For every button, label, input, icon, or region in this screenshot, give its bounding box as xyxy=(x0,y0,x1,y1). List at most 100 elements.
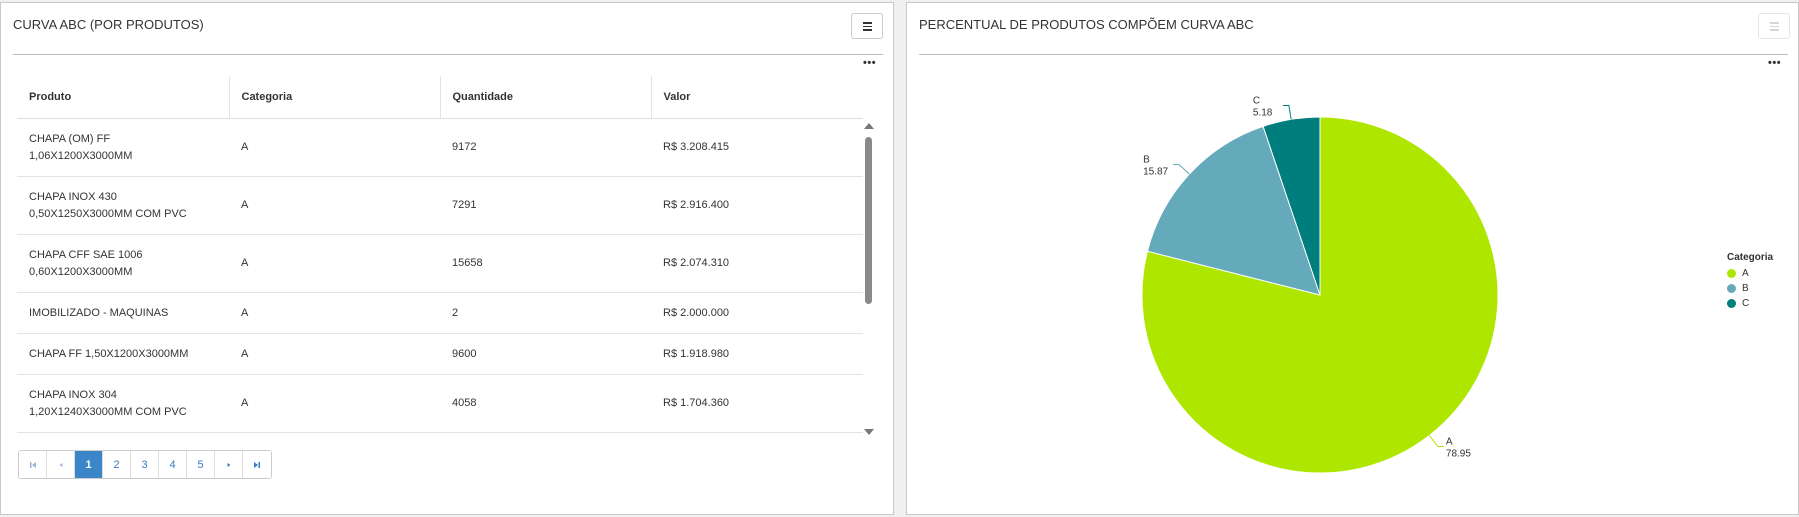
table-row[interactable]: CHAPA CFF SAE 1006 0,60X1200X3000MM A 156… xyxy=(17,234,863,293)
legend-label: C xyxy=(1742,298,1750,309)
cell-categoria: A xyxy=(229,118,440,177)
legend-label: A xyxy=(1742,268,1749,279)
cell-produto: CHAPA FF 1,50X1200X3000MM xyxy=(17,333,229,375)
cell-quantidade: 2 xyxy=(440,292,651,334)
page-button-5[interactable]: 5 xyxy=(187,451,215,478)
pie-label-connector xyxy=(1428,435,1444,448)
hamburger-icon-line xyxy=(1770,29,1779,31)
scroll-down-arrow-icon[interactable] xyxy=(864,429,874,435)
table-row[interactable]: CHAPA FF 1,50X1200X3000MM A 9600 R$ 1.91… xyxy=(17,333,863,375)
cell-valor: R$ 2.074.310 xyxy=(651,234,863,293)
cell-produto: IMOBILIZADO - MAQUINAS xyxy=(17,292,229,334)
panel-menu-button[interactable] xyxy=(851,13,883,39)
table-row[interactable]: CHAPA (OM) FF 1,06X1200X3000MM A 9172 R$ … xyxy=(17,118,863,177)
cell-valor: R$ 1.704.360 xyxy=(651,374,863,433)
column-header-quantidade[interactable]: Quantidade xyxy=(440,76,652,119)
cell-valor: R$ 1.918.980 xyxy=(651,333,863,375)
legend-item-c[interactable]: C xyxy=(1727,296,1773,311)
pie-label-connector xyxy=(1282,105,1292,120)
cell-valor: R$ 3.208.415 xyxy=(651,118,863,177)
pie-value-label: 78.95 xyxy=(1446,449,1471,460)
table-row[interactable]: IMOBILIZADO - MAQUINAS A 2 R$ 2.000.000 xyxy=(17,292,863,334)
cell-quantidade: 15658 xyxy=(440,234,651,293)
produto-line-1: CHAPA INOX 430 xyxy=(29,190,117,203)
page-button-4[interactable]: 4 xyxy=(159,451,187,478)
pie-value-label: 15.87 xyxy=(1143,167,1168,178)
page-button-2[interactable]: 2 xyxy=(103,451,131,478)
panel-title: CURVA ABC (POR PRODUTOS) xyxy=(13,17,204,32)
next-page-icon xyxy=(227,462,230,467)
cell-quantidade: 9172 xyxy=(440,118,651,177)
first-page-icon xyxy=(29,461,36,468)
chart-legend: Categoria A B C xyxy=(1727,252,1773,311)
products-table-container: Produto Categoria Quantidade Valor CHAPA… xyxy=(17,76,863,436)
produto-line-1: CHAPA CFF SAE 1006 xyxy=(29,248,143,261)
produto-line-1: CHAPA (OM) FF xyxy=(29,132,111,145)
prev-page-button[interactable] xyxy=(47,451,75,478)
table-header-row: Produto Categoria Quantidade Valor xyxy=(17,76,863,119)
produto-line-1: IMOBILIZADO - MAQUINAS xyxy=(29,306,169,319)
panel-title: PERCENTUAL DE PRODUTOS COMPÕEM CURVA ABC xyxy=(919,17,1254,32)
column-header-categoria[interactable]: Categoria xyxy=(229,76,441,119)
produto-line-2: 1,20X1240X3000MM COM PVC xyxy=(29,405,187,418)
pie-value-label: 5.18 xyxy=(1253,108,1273,119)
scrollbar-thumb[interactable] xyxy=(865,137,872,304)
cell-quantidade: 4058 xyxy=(440,374,651,433)
pie-slice-c[interactable] xyxy=(1262,116,1321,296)
cell-valor: R$ 2.916.400 xyxy=(651,176,863,235)
scroll-up-arrow-icon[interactable] xyxy=(864,123,874,129)
legend-label: B xyxy=(1742,283,1749,294)
table-scrollbar[interactable] xyxy=(863,123,874,435)
cell-produto: CHAPA INOX 304 1,20X1240X3000MM COM PVC xyxy=(17,374,229,433)
hamburger-icon-line xyxy=(1770,25,1779,27)
cell-produto: CHAPA (OM) FF 1,06X1200X3000MM xyxy=(17,118,229,177)
legend-item-b[interactable]: B xyxy=(1727,281,1773,296)
table-row[interactable]: CHAPA INOX 430 0,50X1250X3000MM COM PVC A… xyxy=(17,176,863,235)
legend-swatch xyxy=(1727,269,1736,278)
next-page-button[interactable] xyxy=(215,451,243,478)
cell-categoria: A xyxy=(229,374,440,433)
legend-title: Categoria xyxy=(1727,252,1774,263)
produto-line-2: 0,60X1200X3000MM xyxy=(29,265,133,278)
title-divider xyxy=(13,54,883,55)
panel-menu-button[interactable] xyxy=(1758,13,1790,39)
cell-valor: R$ 2.000.000 xyxy=(651,292,863,334)
legend-swatch xyxy=(1727,284,1736,293)
first-page-button[interactable] xyxy=(19,451,47,478)
cell-quantidade: 7291 xyxy=(440,176,651,235)
cell-categoria: A xyxy=(229,292,440,334)
cell-categoria: A xyxy=(229,176,440,235)
legend-item-a[interactable]: A xyxy=(1727,266,1773,281)
pie-label-connector xyxy=(1173,164,1190,175)
column-header-valor[interactable]: Valor xyxy=(651,76,863,119)
more-dots-icon[interactable]: ••• xyxy=(1768,57,1782,69)
hamburger-icon-line xyxy=(863,29,872,31)
cell-categoria: A xyxy=(229,333,440,375)
pie-category-label: C xyxy=(1253,96,1260,107)
cell-produto: CHAPA INOX 430 0,50X1250X3000MM COM PVC xyxy=(17,176,229,235)
hamburger-icon xyxy=(1770,22,1779,24)
pie-chart: A78.95 B15.87 C5.18 xyxy=(1141,96,1499,474)
products-table: Produto Categoria Quantidade Valor CHAPA… xyxy=(17,76,863,433)
page-button-1[interactable]: 1 xyxy=(75,451,103,478)
hamburger-icon-line xyxy=(863,25,872,27)
page-button-3[interactable]: 3 xyxy=(131,451,159,478)
abc-curve-products-panel: CURVA ABC (POR PRODUTOS) ••• Produto Cat… xyxy=(0,2,894,515)
cell-produto: CHAPA CFF SAE 1006 0,60X1200X3000MM xyxy=(17,234,229,293)
pie-category-label: A xyxy=(1446,437,1453,448)
produto-line-2: 1,06X1200X3000MM xyxy=(29,149,133,162)
hamburger-icon xyxy=(863,22,872,24)
produto-line-1: CHAPA INOX 304 xyxy=(29,388,117,401)
legend-swatch xyxy=(1727,299,1736,308)
abc-curve-percent-panel: PERCENTUAL DE PRODUTOS COMPÕEM CURVA ABC… xyxy=(906,2,1799,515)
pie-category-label: B xyxy=(1143,155,1150,166)
column-header-produto[interactable]: Produto xyxy=(17,76,230,119)
table-row[interactable]: CHAPA INOX 304 1,20X1240X3000MM COM PVC A… xyxy=(17,374,863,433)
last-page-icon xyxy=(254,461,260,468)
cell-categoria: A xyxy=(229,234,440,293)
last-page-button[interactable] xyxy=(243,451,271,478)
produto-line-1: CHAPA FF 1,50X1200X3000MM xyxy=(29,347,189,360)
prev-page-icon xyxy=(59,462,62,467)
cell-quantidade: 9600 xyxy=(440,333,651,375)
more-dots-icon[interactable]: ••• xyxy=(863,57,877,69)
